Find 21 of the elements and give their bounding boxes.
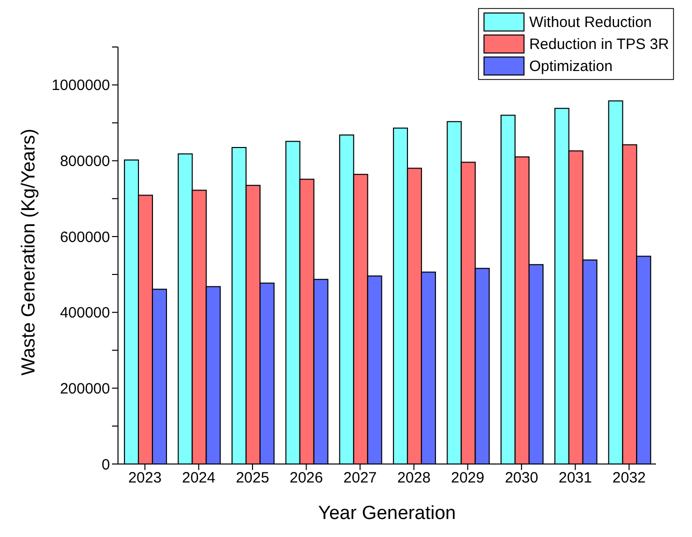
y-tick-label: 0 <box>102 456 110 474</box>
x-tick-label: 2032 <box>612 470 646 487</box>
y-tick-label: 800000 <box>60 153 110 170</box>
legend-label: Reduction in TPS 3R <box>529 36 669 52</box>
y-tick-label: 600000 <box>60 228 110 246</box>
y-tick-label: 400000 <box>60 304 110 322</box>
x-tick-label: 2025 <box>236 470 270 487</box>
x-axis-title: Year Generation <box>318 503 456 524</box>
legend-label: Optimization <box>529 58 613 74</box>
x-tick-label: 2027 <box>343 470 377 487</box>
y-axis-title: Waste Generation (Kg/Years) <box>18 128 40 376</box>
x-tick-label: 2023 <box>128 470 162 487</box>
x-tick-label: 2029 <box>451 470 484 487</box>
x-tick-label: 2028 <box>397 470 431 487</box>
x-tick-label: 2026 <box>290 470 323 487</box>
x-tick-label: 2024 <box>182 470 216 487</box>
x-tick-label: 2031 <box>558 470 592 487</box>
x-tick-label: 2030 <box>504 470 538 487</box>
y-tick-label: 200000 <box>60 380 110 398</box>
legend-label: Without Reduction <box>529 14 652 30</box>
y-tick-label: 1000000 <box>52 77 110 94</box>
